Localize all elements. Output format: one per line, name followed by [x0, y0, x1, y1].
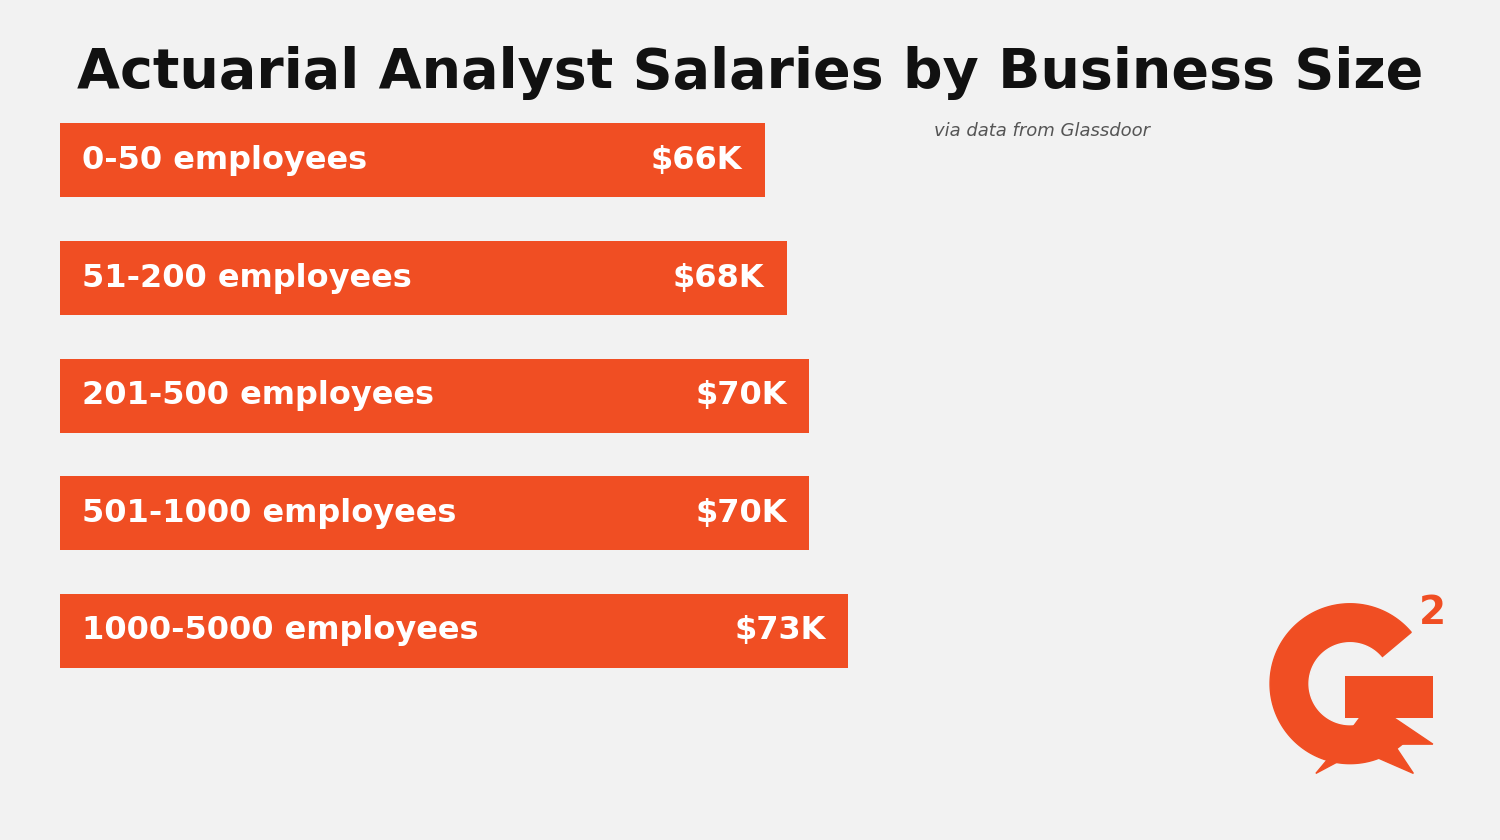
Text: Actuarial Analyst Salaries by Business Size: Actuarial Analyst Salaries by Business S…	[76, 46, 1423, 100]
Text: $66K: $66K	[651, 145, 742, 176]
Polygon shape	[1270, 604, 1412, 764]
Text: $68K: $68K	[674, 263, 765, 293]
FancyBboxPatch shape	[1346, 676, 1432, 718]
Text: 501-1000 employees: 501-1000 employees	[82, 498, 458, 528]
Polygon shape	[1310, 643, 1390, 725]
Text: 201-500 employees: 201-500 employees	[82, 381, 435, 411]
Text: $70K: $70K	[694, 381, 786, 411]
Text: $70K: $70K	[694, 498, 786, 528]
Text: via data from Glassdoor: via data from Glassdoor	[934, 122, 1150, 139]
Text: 0-50 employees: 0-50 employees	[82, 145, 368, 176]
Text: $73K: $73K	[734, 616, 825, 646]
Text: 1000-5000 employees: 1000-5000 employees	[82, 616, 478, 646]
FancyBboxPatch shape	[1346, 676, 1432, 718]
Text: 51-200 employees: 51-200 employees	[82, 263, 413, 293]
Polygon shape	[1316, 718, 1432, 774]
Text: 2: 2	[1419, 595, 1446, 633]
